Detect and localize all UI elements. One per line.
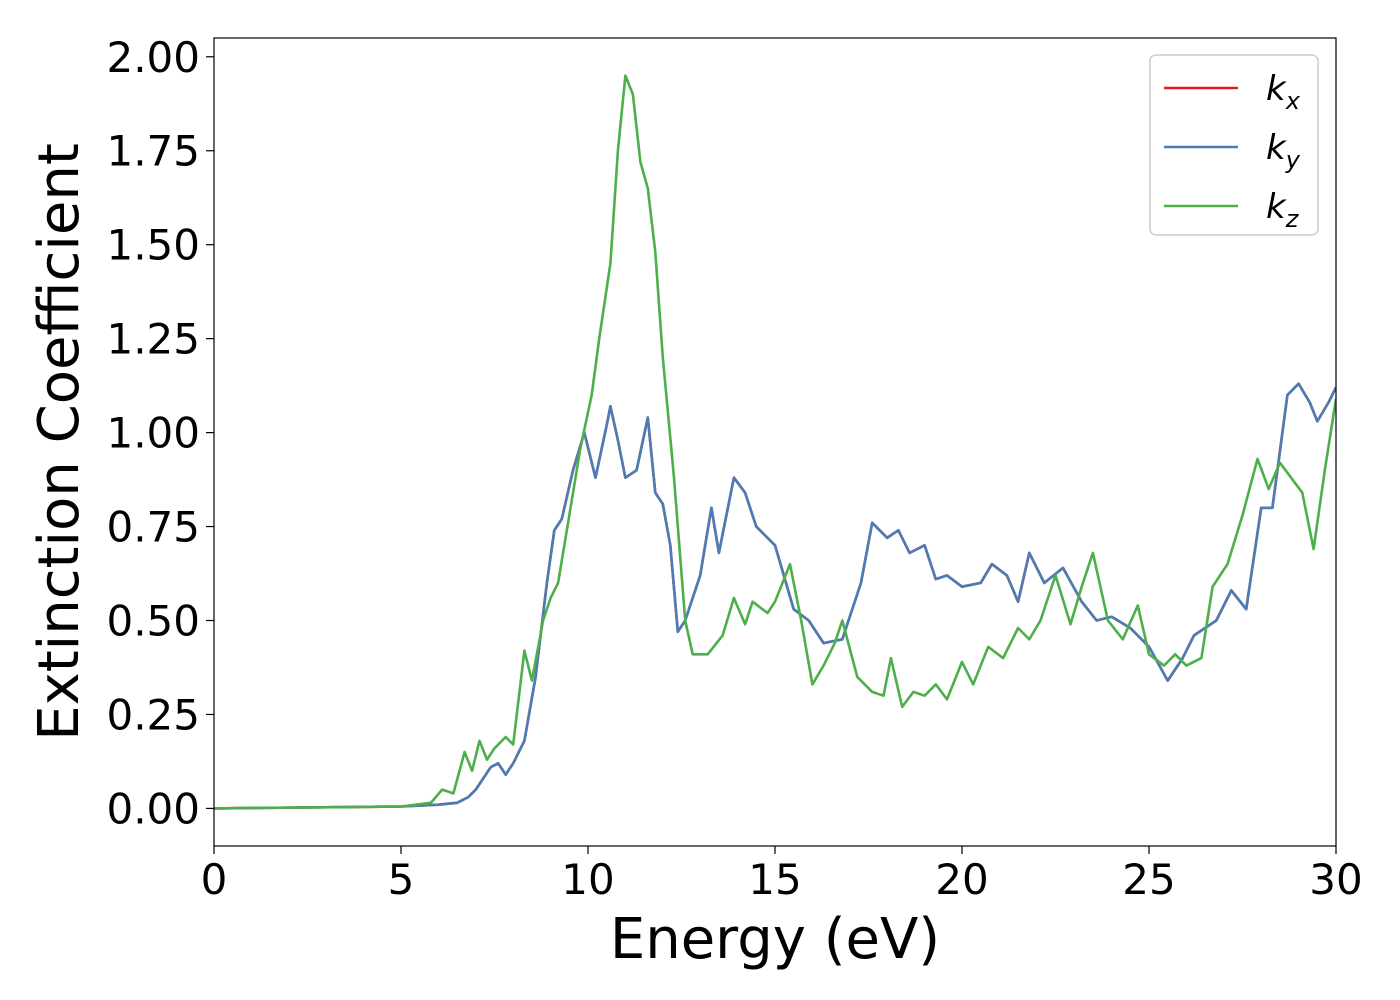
x-tick-label: 20 [935,855,988,904]
y-axis: 0.00 0.25 0.50 0.75 1.00 1.25 1.50 1.75 2.00 [106,33,214,833]
y-tick-label: 0.75 [106,503,200,552]
x-axis-title: Energy (eV) [610,907,940,972]
y-tick-label: 0.25 [106,690,200,739]
legend-box [1149,54,1319,236]
series-line-y [214,382,1336,810]
x-tick-label: 15 [748,855,801,904]
x-tick-label: 30 [1309,855,1362,904]
y-tick-label: 2.00 [106,33,200,82]
x-tick-label: 25 [1122,855,1175,904]
series-line-x [214,382,1336,810]
y-axis-title: Extinction Coefficient [27,143,92,741]
legend-entry-y: ky [1266,128,1301,174]
legend: kx ky kz [1149,54,1319,236]
y-tick-label: 1.00 [106,409,200,458]
series-layer [214,74,1336,810]
y-tick-label: 1.25 [106,315,200,364]
legend-entry-z: kz [1266,187,1300,233]
y-tick-label: 1.50 [106,221,200,270]
y-tick-label: 0.50 [106,597,200,646]
y-tick-label: 1.75 [106,127,200,176]
x-tick-label: 5 [388,855,415,904]
x-tick-label: 0 [201,855,228,904]
legend-entry-x: kx [1266,69,1301,115]
x-axis: 0 5 10 15 20 25 30 [201,846,1363,904]
x-tick-label: 10 [561,855,614,904]
y-tick-label: 0.00 [106,784,200,833]
series-line-z [214,74,1336,810]
